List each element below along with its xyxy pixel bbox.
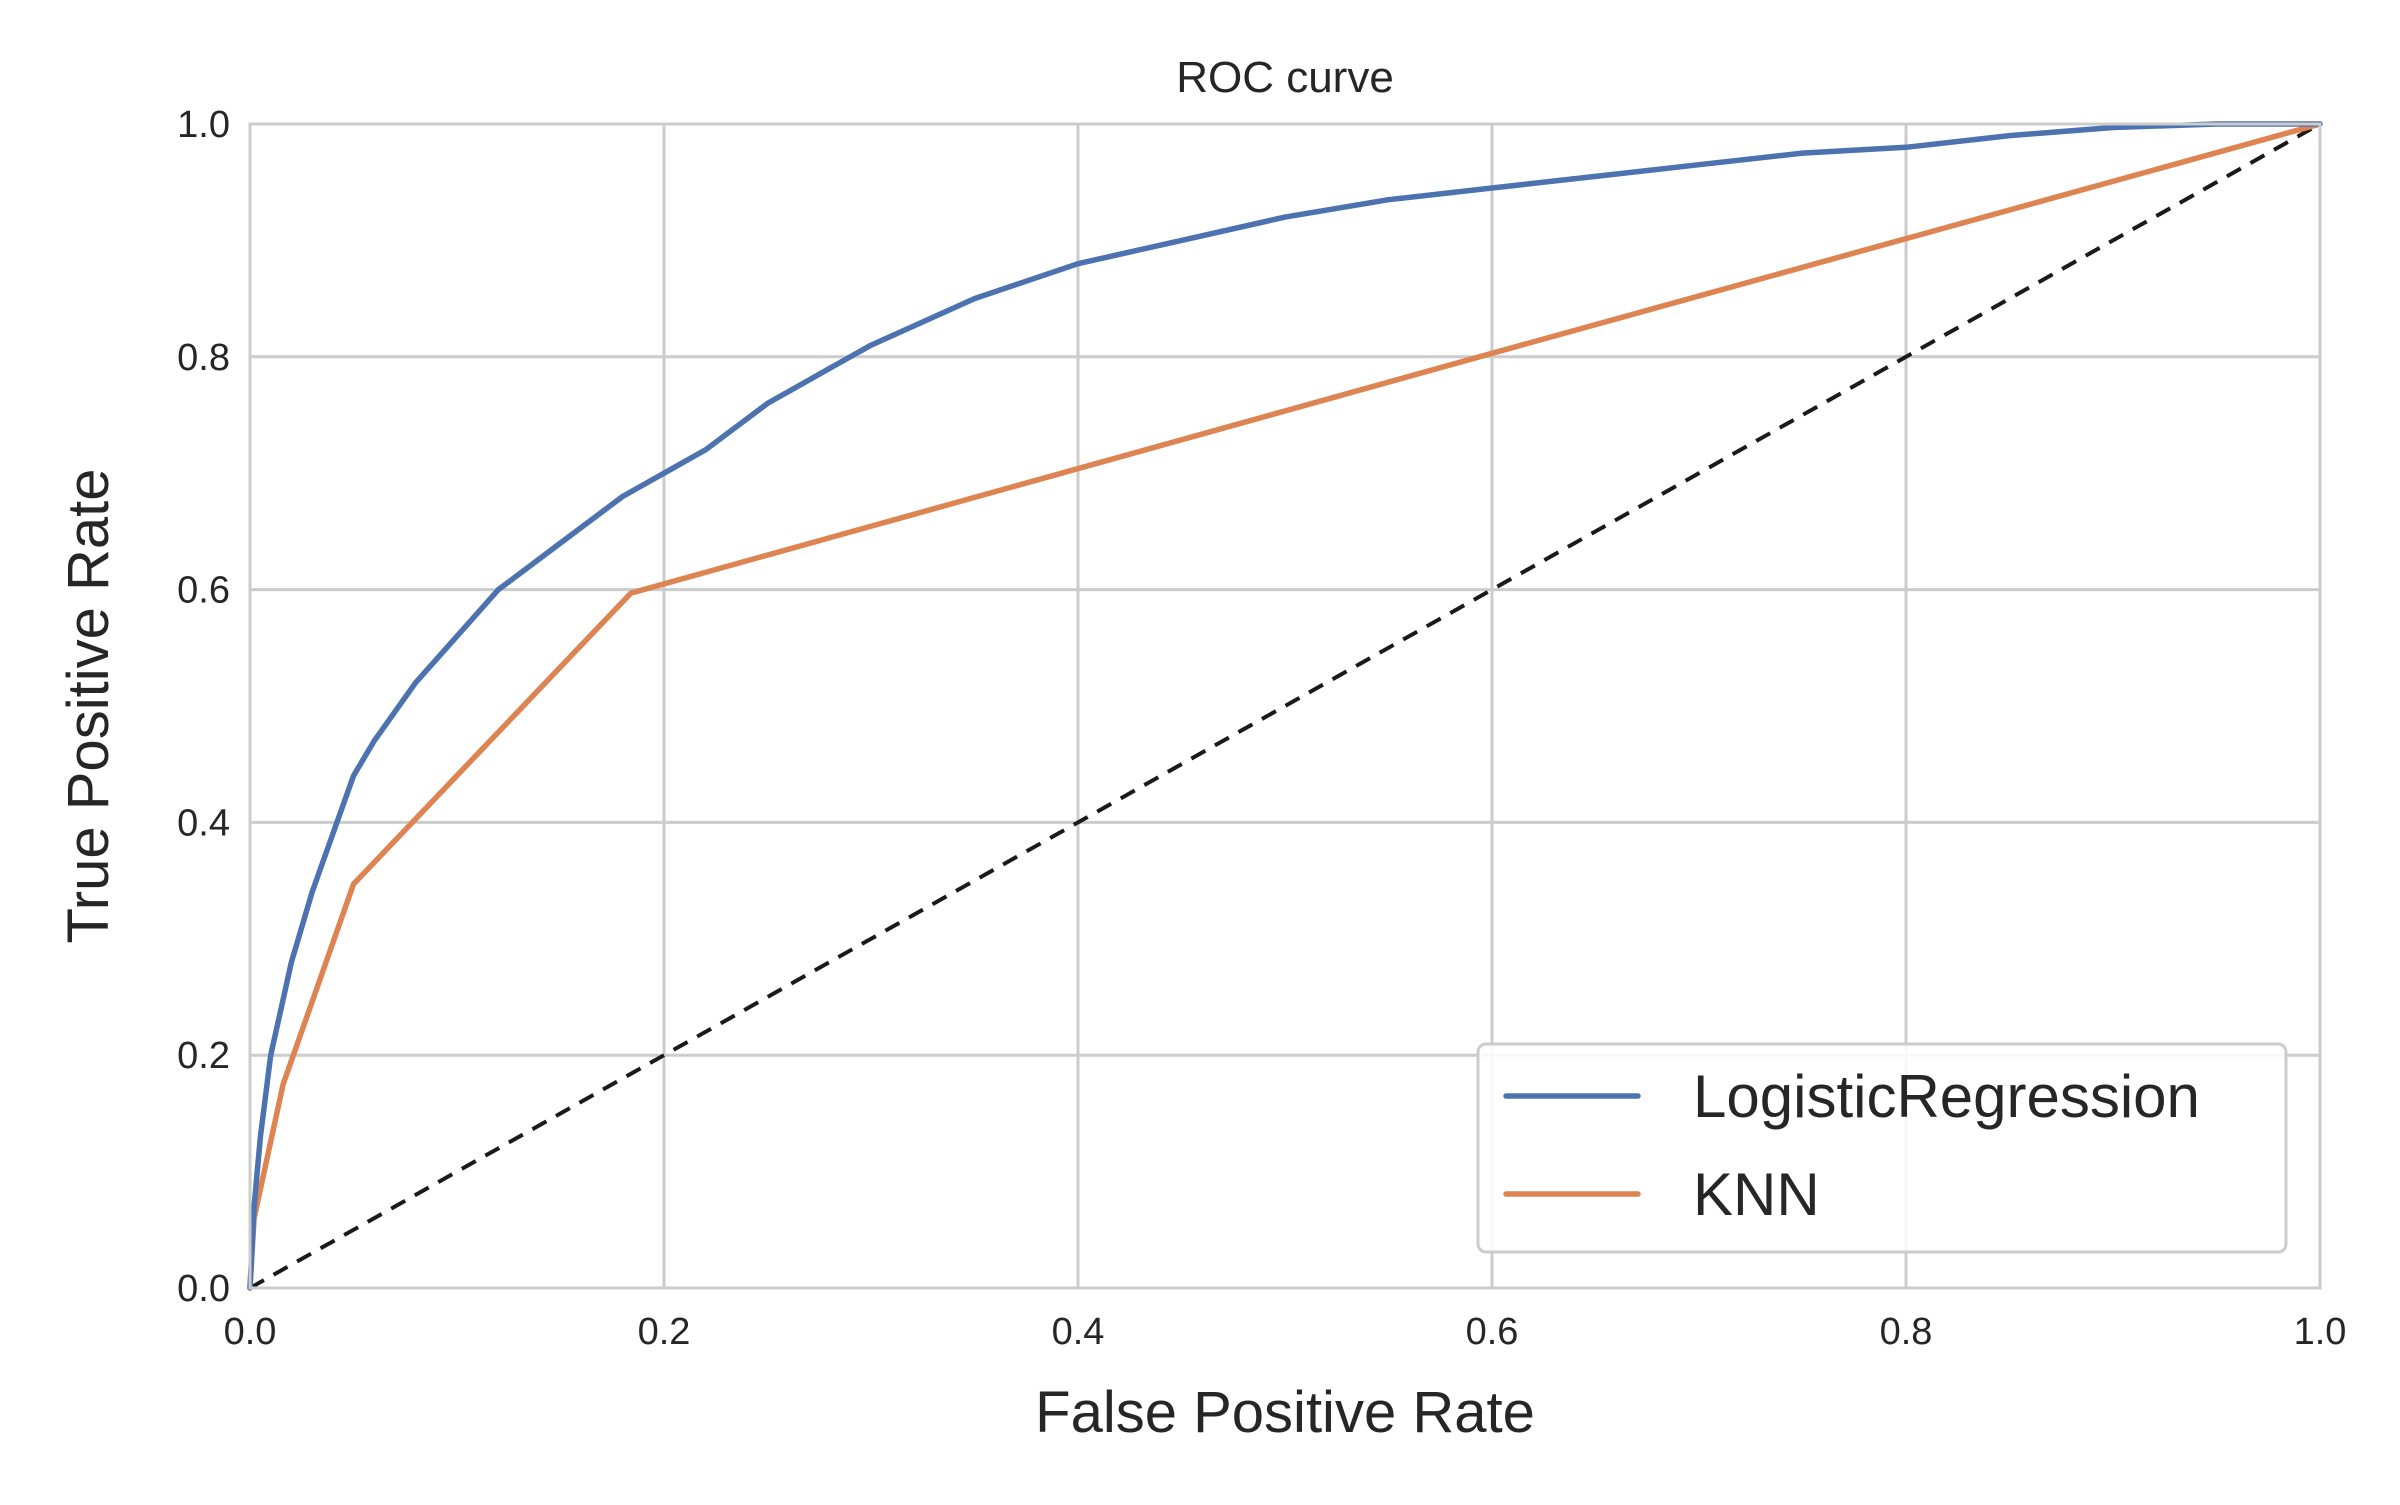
x-axis-label: False Positive Rate: [1035, 1380, 1535, 1445]
y-tick-label: 1.0: [177, 104, 230, 146]
x-tick-label: 0.2: [638, 1311, 691, 1353]
y-tick-label: 0.8: [177, 337, 230, 379]
plot-frame: [248, 122, 2322, 1290]
y-tick-label: 0.0: [177, 1268, 230, 1310]
y-tick-label: 0.6: [177, 570, 230, 612]
chance-line: [249, 122, 2321, 1290]
x-tick-label: 0.8: [1880, 1311, 1933, 1353]
x-tick-label: 0.4: [1052, 1311, 1105, 1353]
legend: LogisticRegression KNN: [1476, 1042, 2288, 1254]
legend-label-knn: KNN: [1693, 1161, 1820, 1228]
y-tick-label: 0.4: [177, 802, 230, 844]
tick-labels: 0.0 0.2 0.4 0.6 0.8 1.0 0.0 0.2 0.4 0.6 0.8 1.0: [177, 104, 2346, 1353]
legend-label-logisticregression: LogisticRegression: [1693, 1063, 2200, 1130]
chart-title: ROC curve: [1176, 53, 1394, 102]
x-tick-label: 0.0: [224, 1311, 277, 1353]
x-tick-label: 0.6: [1466, 1311, 1519, 1353]
legend-box: [1476, 1042, 2288, 1254]
series-group: [247, 121, 2323, 1291]
y-axis-label: True Positive Rate: [56, 469, 121, 944]
series-line-logisticregression: [247, 121, 2323, 1291]
y-tick-label: 0.2: [177, 1035, 230, 1077]
x-tick-label: 1.0: [2294, 1311, 2347, 1353]
